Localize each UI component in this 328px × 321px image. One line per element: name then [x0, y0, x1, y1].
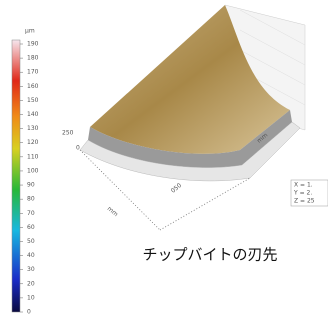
x-label: 050	[170, 182, 183, 195]
caption: チップバイトの刃先	[142, 246, 277, 264]
tick-label: 150	[27, 97, 39, 104]
surface-side	[88, 110, 292, 168]
tick-label: 190	[27, 41, 39, 48]
colorbar	[11, 39, 21, 313]
colorbar-unit: μm	[25, 28, 35, 35]
tick-label: 160	[27, 83, 39, 90]
readout: X = 1.	[294, 182, 313, 189]
colorbar-ticks: μm 0 10 20 30 40 50 60 70 80 90 100 110 120 130 140 150 1…	[20, 28, 39, 316]
tick-label: 90	[27, 182, 35, 189]
tick-label: 80	[27, 196, 35, 203]
tick-label: 120	[27, 139, 39, 146]
z-label: 0	[76, 145, 80, 152]
tick-label: 130	[27, 125, 39, 132]
base	[79, 121, 301, 182]
tick-label: 140	[27, 111, 39, 118]
tick-label: 60	[27, 224, 35, 231]
z-label: 250	[62, 130, 74, 137]
x-unit: mm	[106, 205, 120, 218]
readout-box	[290, 179, 328, 207]
tick-label: 100	[27, 167, 39, 174]
tick-label: 40	[27, 252, 35, 259]
tick-label: 50	[27, 238, 35, 245]
tick-label: 180	[27, 55, 39, 62]
tick-label: 0	[27, 309, 31, 316]
tick-label: 70	[27, 210, 35, 217]
axis-ticks	[79, 149, 251, 231]
tick-label: 110	[27, 153, 39, 160]
wall-grid	[239, 9, 306, 106]
readout: Z = 25	[294, 198, 315, 205]
tick-label: 20	[27, 280, 35, 287]
readout: Y = 2.	[293, 190, 312, 197]
tick-label: 10	[27, 294, 35, 301]
tick-label: 170	[27, 69, 39, 76]
surface	[90, 5, 290, 154]
tick-label: 30	[27, 266, 35, 273]
